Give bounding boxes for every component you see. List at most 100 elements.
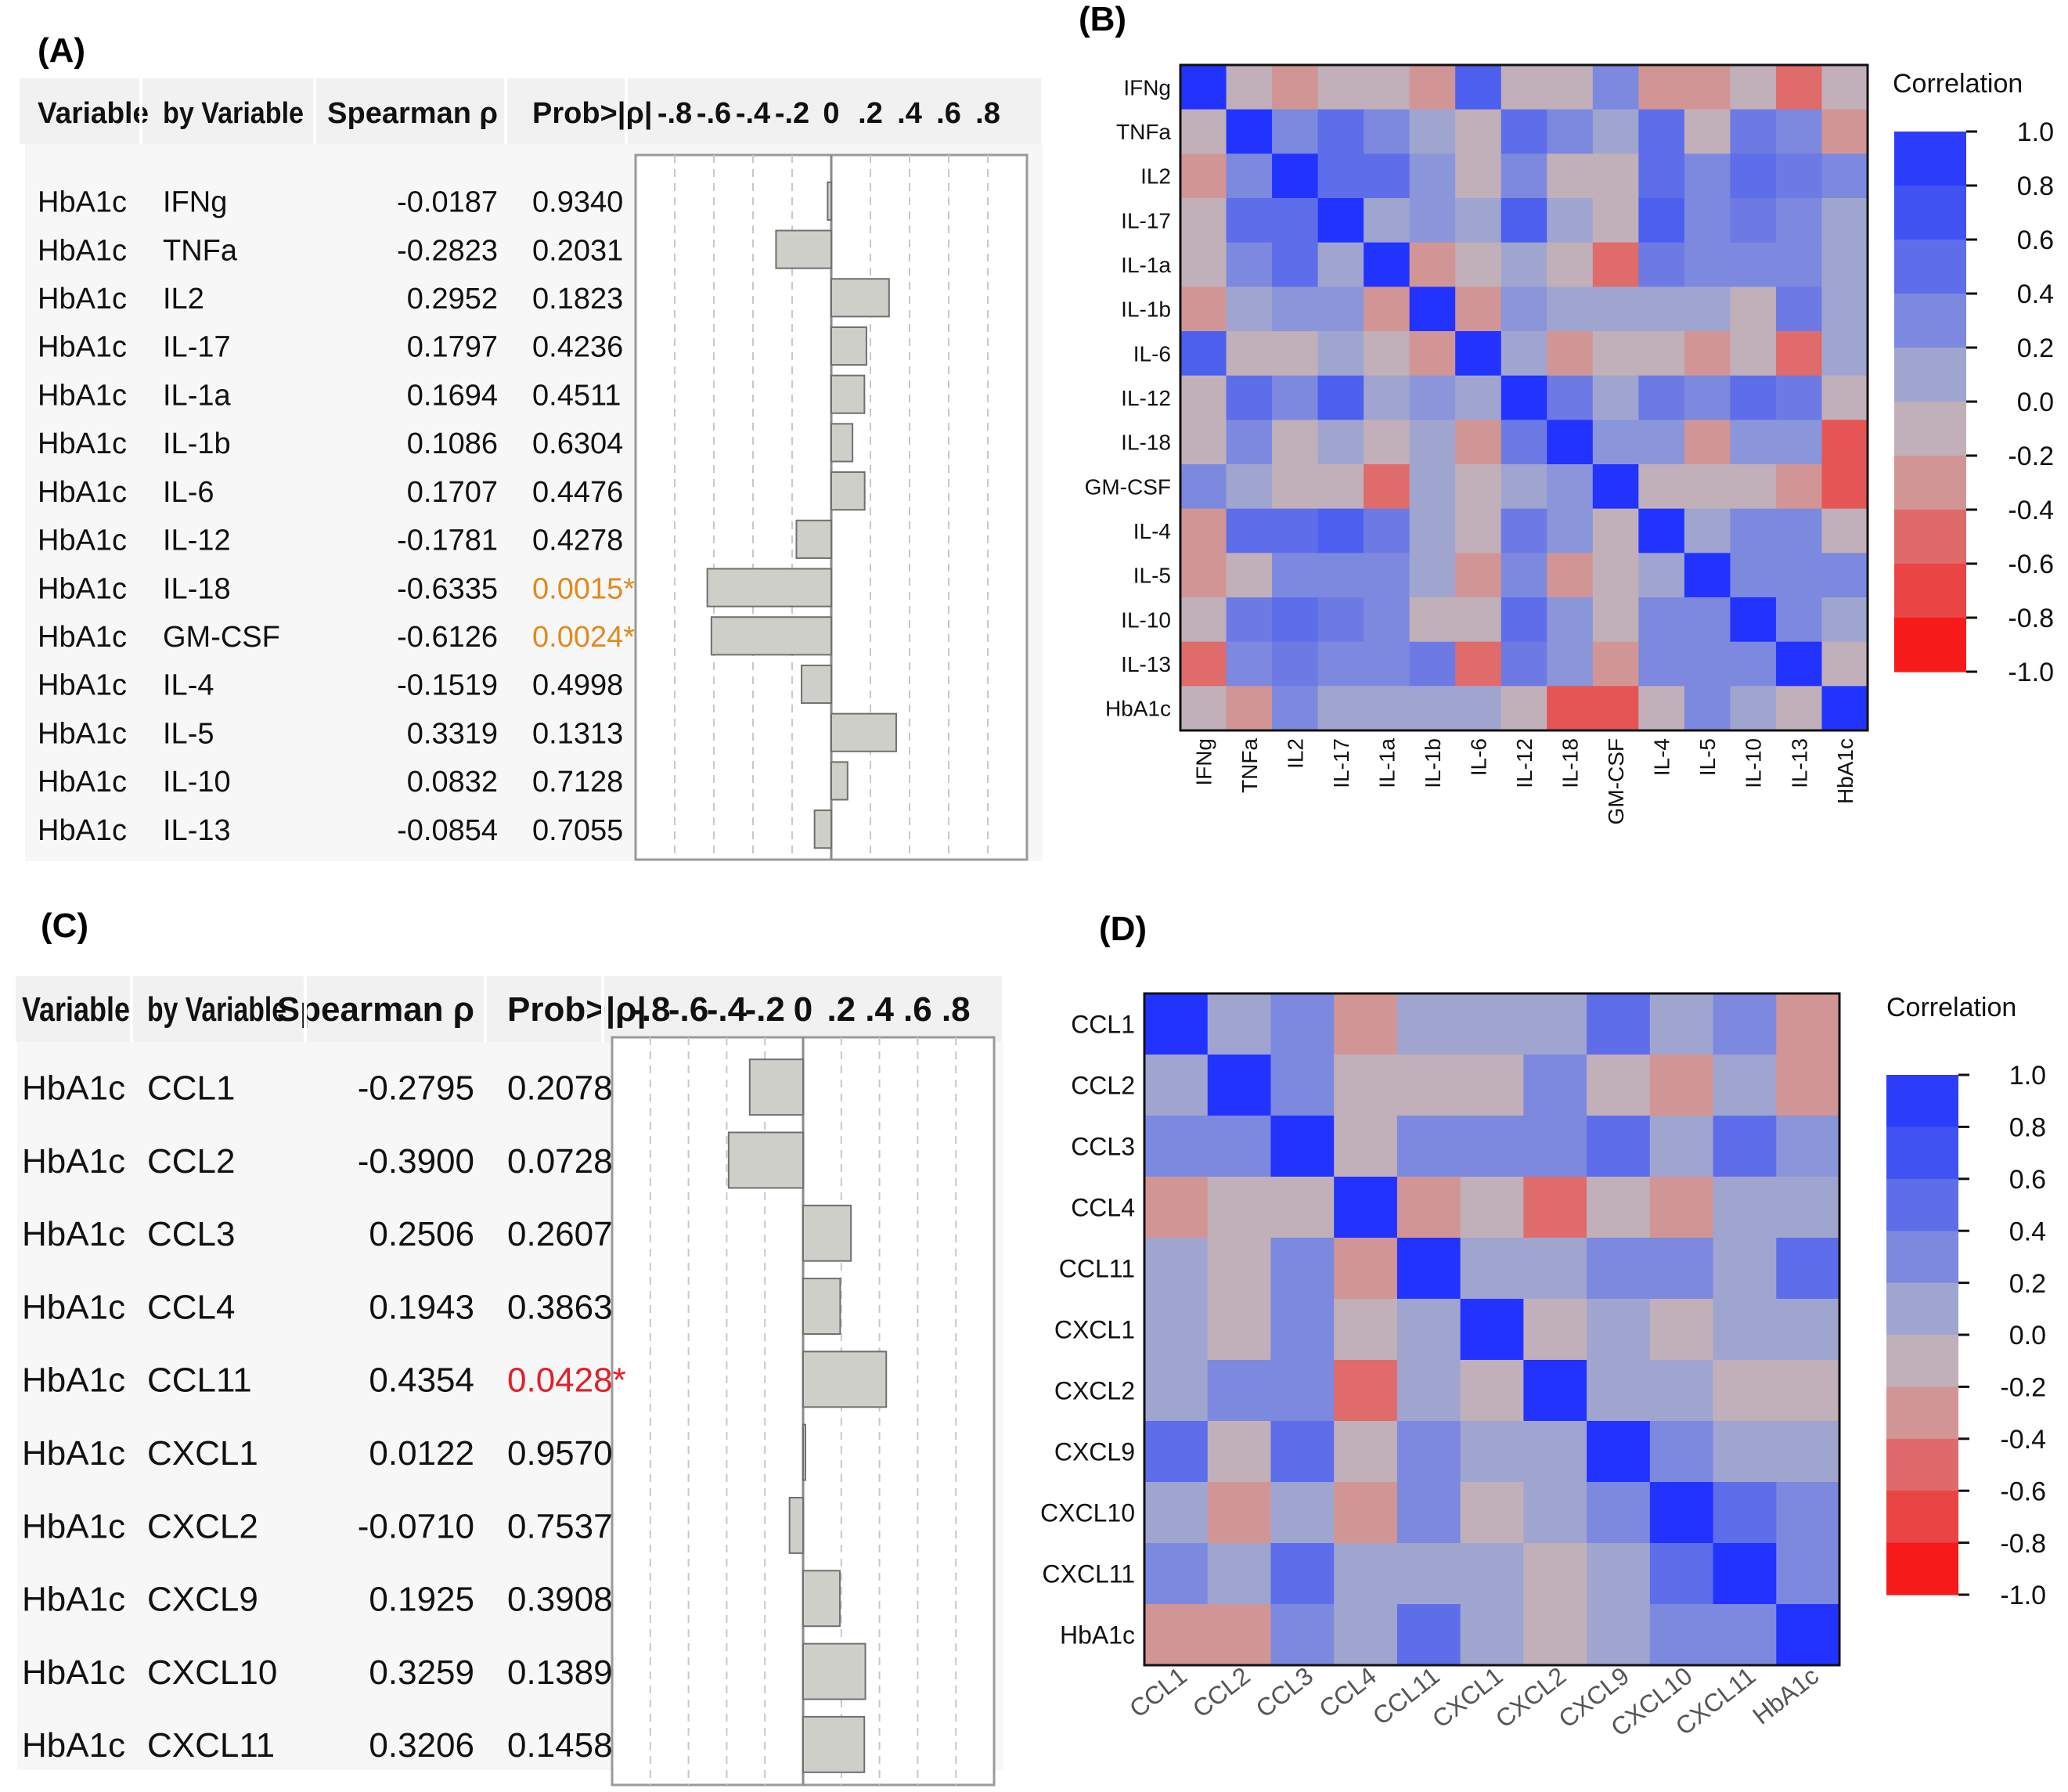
table-row-ccl4: HbA1c CCL4 0.1943 0.3863 (22, 1278, 841, 1336)
heatmap-cell-cxcl11-ccl3 (1270, 1543, 1335, 1605)
heatmap-cell-tnfa-hba1c (1821, 109, 1868, 154)
heatmap-cell-il-10-il-1b (1409, 597, 1456, 643)
bar-ifng (827, 181, 832, 221)
heatmap-cell-il-6-hba1c (1821, 331, 1868, 377)
heatmap-cell-ccl2-ccl2 (1207, 1055, 1272, 1116)
table-row-cxcl11: HbA1c CXCL11 0.3206 0.1458 (22, 1715, 866, 1773)
row-label-il-1b: IL-1b (1121, 297, 1171, 322)
colorbar-tick-label: -0.8 (2000, 1529, 2046, 1559)
heatmap-cell-cxcl1-cxcl11 (1713, 1299, 1777, 1361)
heatmap-cell-cxcl11-ccl1 (1144, 1543, 1209, 1605)
heatmap-cell-ccl3-ccl4 (1334, 1116, 1398, 1177)
cell-variable: HbA1c (38, 525, 127, 557)
cell-spearman-rho: -0.0710 (358, 1507, 474, 1545)
heatmap-cell-ccl1-cxcl10 (1649, 993, 1714, 1055)
heatmap-cell-hba1c-ccl3 (1270, 1604, 1335, 1666)
heatmap-cell-il-1a-il2 (1272, 242, 1319, 287)
heatmap-cell-il-6-il-10 (1730, 331, 1777, 377)
col-label-il-17: IL-17 (1329, 738, 1353, 788)
heatmap-cell-il-13-il-13 (1775, 641, 1823, 687)
heatmap-cell-il-5-ifng (1180, 553, 1227, 598)
heatmap-cell-il-1a-tnfa (1226, 242, 1273, 287)
cell-variable: HbA1c (22, 1581, 125, 1619)
cell-prob: 0.9340 (532, 186, 623, 219)
colorbar-tick-label: -0.8 (2008, 604, 2054, 633)
heatmap-cell-il-17-il2 (1272, 198, 1319, 243)
cell-by-variable: IL-5 (163, 717, 214, 750)
heatmap-cell-il-10-il2 (1272, 597, 1319, 643)
table-row-cxcl9: HbA1c CXCL9 0.1925 0.3908 (22, 1570, 841, 1628)
heatmap-cell-il-4-il-18 (1547, 508, 1594, 553)
colorbar-tick-label: 0.4 (2009, 1217, 2046, 1246)
heatmap-cell-gm-csf-hba1c (1821, 464, 1868, 510)
cell-variable: HbA1c (38, 379, 127, 412)
heatmap-cell-il-6-il2 (1272, 331, 1319, 377)
col-label-ccl1: CCL1 (1124, 1661, 1192, 1723)
heatmap-cell-il-5-il2 (1272, 553, 1319, 598)
cell-variable: HbA1c (38, 717, 127, 750)
cell-variable: HbA1c (22, 1069, 125, 1107)
heatmap-cell-ccl2-ccl11 (1396, 1055, 1461, 1116)
col-label-il-18: IL-18 (1558, 738, 1583, 788)
cell-variable: HbA1c (38, 234, 127, 267)
heatmap-cell-il-17-il-6 (1455, 198, 1502, 243)
cell-prob: 0.4998 (532, 669, 623, 702)
cell-spearman-rho: 0.3206 (369, 1726, 474, 1765)
heatmap-cell-il-5-il-10 (1730, 553, 1777, 598)
heatmap-cell-cxcl11-cxcl2 (1523, 1543, 1587, 1605)
heatmap-cell-ccl11-cxcl10 (1649, 1238, 1714, 1300)
table-row-il-13: HbA1c IL-13 -0.0854 0.7055 (38, 809, 833, 849)
bar-il-18 (706, 568, 832, 608)
cell-by-variable: CCL4 (147, 1288, 236, 1326)
heatmap-cell-il-13-il-18 (1547, 641, 1594, 687)
heatmap-cell-il-12-il-18 (1547, 375, 1594, 420)
heatmap-cell-ccl3-cxcl10 (1649, 1116, 1714, 1177)
colorbar-tick-label: 0.6 (2009, 1165, 2046, 1195)
heatmap-cell-cxcl9-ccl11 (1396, 1421, 1461, 1483)
cell-prob: 0.1458 (507, 1726, 613, 1765)
heatmap-cell-cxcl10-hba1c (1776, 1482, 1840, 1544)
colorbar-segment (1894, 618, 1966, 672)
heatmap-cell-il-18-il-13 (1775, 420, 1823, 465)
heatmap-cell-il-17-ifng (1180, 198, 1227, 243)
row-label-cxcl11: CXCL11 (1042, 1560, 1135, 1588)
heatmap-cell-gm-csf-il-5 (1684, 464, 1731, 510)
heatmap-frame (1179, 63, 1869, 732)
table-row-il-18: HbA1c IL-18 -0.6335 0.0015* (38, 568, 832, 608)
heatmap-cell-ifng-il-12 (1501, 65, 1547, 110)
table-row-ccl2: HbA1c CCL2 -0.3900 0.0728 (22, 1131, 805, 1189)
heatmap-cell-tnfa-il2 (1272, 109, 1319, 154)
colorbar-tick-label: 0.0 (2009, 1321, 2046, 1350)
heatmap-cell-il-1a-il-13 (1775, 242, 1823, 287)
heatmap-cell-ifng-il-13 (1775, 65, 1823, 110)
cell-prob: 0.1389 (507, 1653, 613, 1692)
header-by-variable: by Variable (163, 97, 304, 130)
heatmap-cell-tnfa-il-1a (1364, 109, 1410, 154)
cell-spearman-rho: 0.0122 (369, 1434, 474, 1473)
heatmap-cell-il-4-il-10 (1730, 508, 1777, 553)
heatmap-cell-ifng-il-5 (1684, 65, 1731, 110)
row-label-cxcl9: CXCL9 (1054, 1438, 1135, 1466)
axis-tick-label: .6 (903, 990, 932, 1029)
heatmap-cell-cxcl2-cxcl9 (1587, 1360, 1651, 1422)
heatmap-cell-cxcl9-ccl2 (1207, 1421, 1272, 1483)
cell-by-variable: CXCL11 (147, 1726, 275, 1765)
heatmap-cell-cxcl2-cxcl2 (1523, 1360, 1587, 1422)
cell-prob: 0.7128 (532, 766, 623, 799)
heatmap-cell-il-18-il-10 (1730, 420, 1777, 465)
cell-spearman-rho: -0.1519 (397, 669, 498, 702)
heatmap-cell-cxcl1-ccl4 (1334, 1299, 1398, 1361)
heatmap-cell-hba1c-il-17 (1317, 686, 1364, 731)
table-row-gm-csf: HbA1c GM-CSF -0.6126 0.0024* (38, 616, 832, 656)
row-label-il-6: IL-6 (1133, 341, 1171, 366)
heatmap-cell-ccl4-cxcl1 (1460, 1177, 1524, 1239)
cell-variable: HbA1c (38, 766, 127, 799)
colorbar-segment (1894, 294, 1966, 348)
cell-by-variable: CXCL2 (147, 1507, 258, 1545)
col-label-ifng: IFNg (1191, 738, 1216, 786)
heatmap-cell-il-4-gm-csf (1592, 508, 1639, 553)
heatmap-cell-hba1c-cxcl2 (1523, 1604, 1587, 1666)
heatmap-cell-ccl1-ccl1 (1144, 993, 1209, 1055)
colorbar-segment (1886, 1438, 1958, 1491)
heatmap-cell-il-18-il-12 (1501, 420, 1547, 465)
